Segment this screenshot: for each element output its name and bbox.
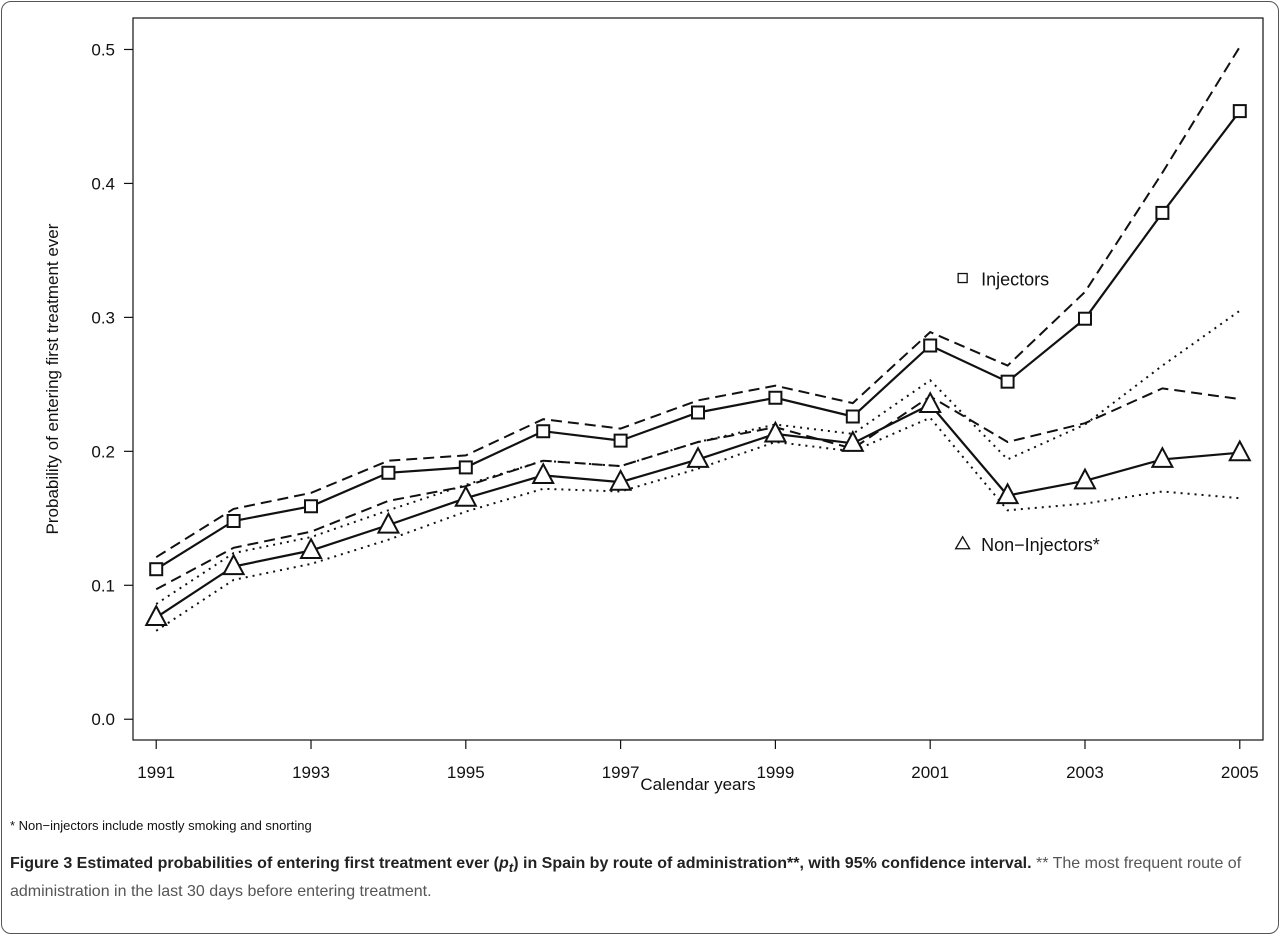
x-tick-label: 1999 xyxy=(756,763,794,782)
data-point-non-injectors xyxy=(1150,446,1175,468)
data-point-non-injectors xyxy=(608,468,633,491)
caption-symbol: p xyxy=(499,855,509,872)
annotation-marker-injectors xyxy=(957,272,968,284)
data-point-injectors xyxy=(768,390,783,405)
data-point-non-injectors xyxy=(763,420,788,443)
figure-caption: Figure 3 Estimated probabilities of ente… xyxy=(10,852,1265,904)
x-tick-label: 1993 xyxy=(292,763,330,782)
data-point-non-injectors xyxy=(221,553,246,576)
y-tick-label: 0.2 xyxy=(91,442,115,461)
data-point-non-injectors xyxy=(299,537,323,560)
data-point-injectors xyxy=(613,433,628,448)
caption-bold-suffix: ) in Spain by route of administration**,… xyxy=(513,855,1032,872)
caption-bold-prefix: Figure 3 Estimated probabilities of ente… xyxy=(10,855,499,872)
data-point-non-injectors xyxy=(1228,439,1252,462)
y-tick-label: 0.5 xyxy=(91,40,115,59)
data-point-non-injectors xyxy=(686,446,710,468)
data-point-non-injectors xyxy=(841,430,865,452)
data-point-injectors xyxy=(536,424,551,439)
data-point-injectors xyxy=(923,338,938,353)
data-point-injectors xyxy=(691,405,705,420)
data-point-non-injectors xyxy=(376,511,401,534)
x-tick-label: 2005 xyxy=(1221,763,1259,782)
x-axis-label: Calendar years xyxy=(640,775,755,794)
caption-note: ** The most frequent route of administra… xyxy=(10,855,1242,901)
chart-axes: 0.0 0.1 0.2 0.3 0.4 0.5 1991 1993 1995 1997 1999 20… xyxy=(43,17,1264,794)
y-tick-label: 0.1 xyxy=(91,576,115,595)
annotation-label-injectors: Injectors xyxy=(981,270,1049,290)
y-tick-label: 0.3 xyxy=(91,308,115,327)
caption-subscript: t xyxy=(508,860,514,876)
y-axis-label: Probability of entering first treatment … xyxy=(43,223,62,534)
series-line-non-injectors xyxy=(155,403,1240,619)
x-tick-label: 1995 xyxy=(447,763,485,782)
x-tick-label: 1997 xyxy=(602,763,640,782)
data-point-injectors xyxy=(381,465,396,480)
annotation-marker-non-injectors xyxy=(954,535,971,550)
data-point-injectors xyxy=(1077,311,1092,326)
data-point-injectors xyxy=(458,460,473,475)
data-point-injectors xyxy=(1232,104,1247,119)
chart-plot-area xyxy=(144,46,1252,632)
data-point-non-injectors xyxy=(918,391,942,414)
x-tick-label: 2003 xyxy=(1066,763,1104,782)
y-tick-label: 0.4 xyxy=(91,174,115,193)
y-tick-label: 0.0 xyxy=(91,710,115,729)
data-point-non-injectors xyxy=(144,604,168,626)
data-point-non-injectors xyxy=(1073,467,1097,490)
x-tick-label: 2001 xyxy=(911,763,949,782)
plot-border xyxy=(132,17,1264,741)
chart-footnote: * Non−injectors include mostly smoking a… xyxy=(10,818,312,833)
data-point-non-injectors xyxy=(531,462,555,485)
chart-annotations: Injectors Non−Injectors* xyxy=(954,270,1100,555)
x-tick-label: 1991 xyxy=(137,763,175,782)
annotation-label-non-injectors: Non−Injectors* xyxy=(981,535,1100,555)
series-line-injectors xyxy=(155,110,1241,571)
data-point-injectors xyxy=(304,499,319,514)
series-line-injectors-upper-ci xyxy=(155,46,1241,559)
line-chart: 0.0 0.1 0.2 0.3 0.4 0.5 1991 1993 1995 1997 1999 20… xyxy=(43,17,1264,794)
data-point-injectors xyxy=(1000,374,1015,389)
series-line-non-injectors-upper-ci xyxy=(155,309,1241,605)
data-point-non-injectors xyxy=(454,484,478,507)
data-point-injectors xyxy=(1155,205,1170,220)
data-point-injectors xyxy=(845,409,860,424)
data-point-injectors xyxy=(149,562,164,577)
data-point-non-injectors xyxy=(995,482,1020,505)
data-point-injectors xyxy=(226,513,241,528)
